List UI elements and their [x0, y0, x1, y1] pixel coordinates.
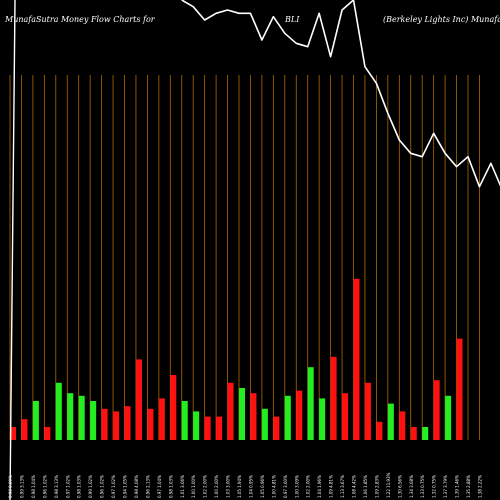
- x-tick-label: 0.98 1.04%: [31, 475, 36, 498]
- x-tick-label: 0.97 1.02%: [111, 475, 116, 498]
- x-tick-label: 1.05 0.96%: [260, 475, 265, 498]
- x-tick-label: 0.98 1.03%: [77, 475, 82, 498]
- x-tick-label: 1.32 0.75%: [432, 475, 437, 498]
- x-tick-label: 0.97 1.02%: [65, 475, 70, 498]
- x-tick-label: 1.30 6.56%: [397, 475, 402, 498]
- bar: [193, 411, 200, 440]
- x-tick-label: 0.98 4.08%: [134, 475, 139, 498]
- bar: [67, 393, 74, 440]
- price-line-lead: [9, 0, 16, 500]
- bar: [113, 411, 120, 440]
- bar: [284, 395, 291, 440]
- x-tick-label: 1.13 3.67%: [340, 475, 345, 498]
- x-tick-labels: 0.96 0.00% 0.99 3.13% 0.98 1.04% 0.96 1.02%…: [8, 472, 482, 498]
- bar: [135, 359, 142, 440]
- bar: [227, 382, 234, 440]
- x-tick-label: 1.09 4.81%: [329, 475, 334, 498]
- bar: [181, 401, 188, 440]
- x-tick-label: 1.06 1.85%: [363, 475, 368, 498]
- x-tick-label: 1.04 1.96%: [317, 475, 322, 498]
- bar: [364, 382, 371, 440]
- bar: [376, 421, 383, 440]
- x-tick-label: 0.99 1.02%: [88, 475, 93, 498]
- header-left: MunafaSutra Money Flow Charts for: [4, 15, 156, 24]
- bar: [124, 406, 131, 440]
- x-tick-label: 0.96 1.02%: [42, 475, 47, 498]
- x-tick-label: 1.02 2.00%: [203, 475, 208, 498]
- x-tick-label: 1.39 1.46%: [455, 475, 460, 498]
- x-tick-label: 1.00 4.81%: [271, 475, 276, 498]
- bar: [353, 278, 360, 440]
- x-tick-label: 0.96 1.02%: [100, 475, 105, 498]
- bar: [21, 419, 28, 440]
- bar: [433, 380, 440, 440]
- x-tick-label: 1.01 3.06%: [180, 475, 185, 498]
- x-tick-label: 1.03 3.00%: [226, 475, 231, 498]
- bar: [147, 408, 154, 440]
- bar: [78, 395, 85, 440]
- bar: [170, 375, 177, 440]
- x-tick-label: 0.98 3.13%: [54, 475, 59, 498]
- x-tick-label: 1.35 2.88%: [466, 475, 471, 498]
- bar: [44, 427, 51, 440]
- bar: [330, 356, 337, 440]
- x-tick-label: 1.37 3.79%: [443, 475, 448, 498]
- x-tick-label: 1.33 0.75%: [420, 475, 425, 498]
- bar: [101, 408, 108, 440]
- price-line: [181, 0, 500, 188]
- bar: [10, 427, 16, 440]
- bar: [204, 416, 211, 440]
- header-center: BLI: [284, 15, 300, 24]
- x-tick-label: 1.00 1.00%: [191, 475, 196, 498]
- x-tick-label: 0.94 1.05%: [123, 475, 128, 498]
- bar: [399, 411, 406, 440]
- bar: [250, 393, 257, 440]
- x-tick-label: 1.00 2.00%: [214, 475, 219, 498]
- x-tick-label: 1.38 2.22%: [477, 475, 482, 498]
- bar: [445, 395, 452, 440]
- x-tick-label: 1.09 2.83%: [374, 475, 379, 498]
- x-tick-label: 0.98 1.03%: [168, 475, 173, 498]
- x-tick-label: 1.05 1.94%: [237, 475, 242, 498]
- x-tick-label: 0.97 1.04%: [157, 475, 162, 498]
- bar: [239, 388, 245, 440]
- x-tick-label: 1.00 3.09%: [294, 475, 299, 498]
- x-tick-label: 1.04 0.95%: [248, 475, 253, 498]
- x-tick-label: 0.96 2.13%: [145, 475, 150, 498]
- bar: [32, 401, 39, 440]
- bar: [456, 338, 463, 440]
- x-tick-label: 1.22 11.93%: [386, 472, 391, 498]
- bar: [410, 427, 417, 440]
- bar: [307, 367, 314, 440]
- bar: [342, 393, 349, 440]
- bar: [261, 408, 268, 440]
- x-tick-label: 0.96 0.00%: [8, 475, 13, 498]
- bar: [158, 398, 165, 440]
- header-right: (Berkeley Lights Inc) MunafaSutra: [383, 15, 500, 24]
- grid-lines: [9, 75, 480, 440]
- x-tick-label: 1.34 3.08%: [409, 475, 414, 498]
- bar: [319, 398, 326, 440]
- bar: [422, 427, 429, 440]
- bar: [296, 390, 303, 440]
- x-tick-label: 0.97 3.00%: [283, 475, 288, 498]
- x-tick-label: 1.02 2.00%: [306, 475, 311, 498]
- x-tick-label: 1.08 4.42%: [352, 475, 357, 498]
- bar: [55, 382, 62, 440]
- x-tick-label: 0.99 3.13%: [19, 475, 24, 498]
- bar: [216, 416, 223, 440]
- bar: [387, 403, 394, 440]
- bar: [273, 416, 280, 440]
- bar: [90, 401, 97, 440]
- bar-series: [10, 278, 463, 440]
